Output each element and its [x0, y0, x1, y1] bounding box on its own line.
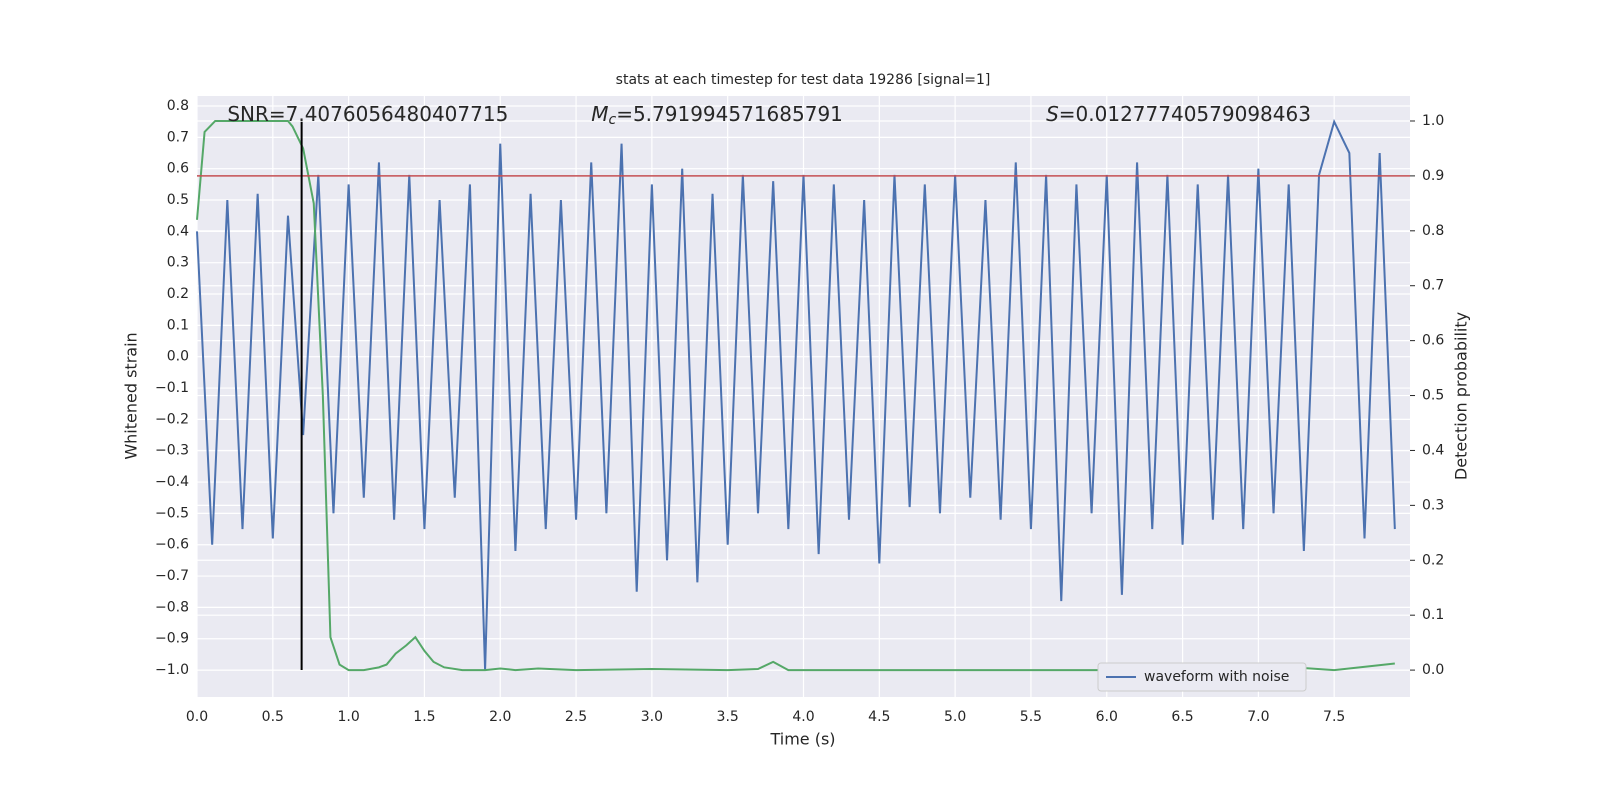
legend-label: waveform with noise: [1144, 669, 1289, 685]
x-tick-label: 6.0: [1096, 709, 1118, 725]
y2-tick-label: 0.0: [1422, 662, 1444, 678]
x-tick-label: 1.5: [413, 709, 435, 725]
y-tick-label: 0.5: [167, 192, 189, 208]
y2-tick-label: 0.5: [1422, 388, 1444, 404]
x-tick-label: 0.0: [186, 709, 208, 725]
y2-tick-label: 0.6: [1422, 333, 1444, 349]
y-tick-label: −1.0: [155, 662, 189, 678]
annotation-text: =5.791994571685791: [616, 102, 843, 126]
x-tick-label: 2.5: [565, 709, 587, 725]
x-tick-label: 7.0: [1247, 709, 1269, 725]
y-tick-label: −0.6: [155, 537, 189, 553]
annotation-symbol: S: [1046, 102, 1059, 126]
legend-box: [1097, 662, 1307, 692]
x-tick-label: 7.5: [1323, 709, 1345, 725]
series-line: [196, 119, 1395, 672]
y-tick-label: −0.9: [155, 631, 189, 647]
annotation-text: =0.01277740579098463: [1059, 102, 1311, 126]
y2-tick-label: 0.3: [1422, 497, 1444, 513]
y-tick-label: −0.2: [155, 411, 189, 427]
annotation: Mc=5.791994571685791: [591, 102, 843, 129]
y-tick-label: 0.7: [167, 129, 189, 145]
y-tick-label: 0.4: [167, 223, 189, 239]
y2-tick-label: 0.7: [1422, 278, 1444, 294]
y-tick-label: 0.3: [167, 255, 189, 271]
x-tick-label: 4.5: [868, 709, 890, 725]
y2-tick-label: 0.9: [1422, 168, 1444, 184]
x-tick-label: 2.0: [489, 709, 511, 725]
y2-tick-label: 0.4: [1422, 442, 1444, 458]
y2-axis-label: Detection probability: [1452, 312, 1471, 480]
y2-tick-label: 0.8: [1422, 223, 1444, 239]
y-tick-label: 0.0: [167, 349, 189, 365]
series-line: [196, 118, 1396, 671]
y-tick-label: 0.6: [167, 161, 189, 177]
x-tick-label: 6.5: [1171, 709, 1193, 725]
y-tick-label: 0.8: [167, 98, 189, 114]
y-tick-label: −0.5: [155, 505, 189, 521]
y2-tick-label: 0.1: [1422, 607, 1444, 623]
annotation: SNR=7.4076056480407715: [227, 102, 508, 126]
annotation-subscript: c: [608, 112, 616, 128]
y2-tick-label: 1.0: [1422, 113, 1444, 129]
y-tick-label: 0.2: [167, 286, 189, 302]
y-axis-label: Whitened strain: [122, 332, 141, 459]
chart-title: stats at each timestep for test data 192…: [616, 72, 991, 88]
y-tick-label: 0.1: [167, 317, 189, 333]
y2-tick-label: 0.2: [1422, 552, 1444, 568]
x-tick-label: 5.0: [944, 709, 966, 725]
x-tick-label: 0.5: [262, 709, 284, 725]
x-tick-label: 3.0: [641, 709, 663, 725]
annotation-text: SNR=7.4076056480407715: [227, 102, 508, 126]
x-tick-label: 5.5: [1020, 709, 1042, 725]
y-tick-label: −0.7: [155, 568, 189, 584]
x-axis-label: Time (s): [769, 730, 835, 749]
x-tick-label: 1.0: [337, 709, 359, 725]
x-tick-label: 4.0: [792, 709, 814, 725]
y-tick-label: −0.4: [155, 474, 189, 490]
y-tick-label: −0.3: [155, 443, 189, 459]
annotation-symbol: M: [591, 102, 608, 126]
x-tick-label: 3.5: [717, 709, 739, 725]
y-tick-label: −0.8: [155, 599, 189, 615]
annotation: S=0.01277740579098463: [1046, 102, 1311, 126]
y-tick-label: −0.1: [155, 380, 189, 396]
